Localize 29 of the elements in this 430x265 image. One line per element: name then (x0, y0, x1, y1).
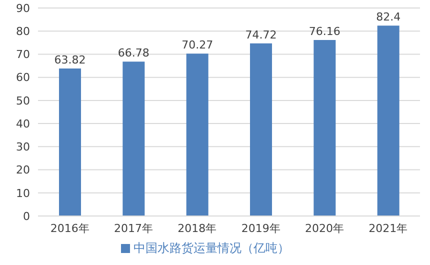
data-label: 70.27 (182, 38, 214, 52)
y-tick-label: 0 (23, 210, 30, 223)
y-tick-label: 20 (16, 164, 30, 177)
x-tick-label: 2021年 (368, 222, 408, 235)
x-tick-label: 2018年 (178, 222, 217, 235)
y-tick-label: 30 (16, 140, 30, 154)
y-tick-label: 90 (16, 2, 30, 15)
bar (377, 26, 400, 216)
bar (186, 54, 208, 216)
bar (250, 43, 272, 216)
bar (314, 40, 336, 216)
data-label: 82.4 (376, 10, 401, 24)
y-tick-label: 60 (16, 71, 30, 84)
data-label: 76.16 (308, 24, 340, 38)
x-tick-label: 2016年 (50, 222, 90, 235)
legend-label: 中国水路货运量情况（亿吨） (134, 241, 290, 255)
data-label: 66.78 (118, 46, 150, 60)
bar (59, 68, 81, 216)
x-tick-label: 2019年 (241, 222, 280, 235)
y-tick-label: 70 (16, 48, 30, 62)
y-tick-label: 50 (16, 94, 30, 108)
data-label: 63.82 (54, 54, 86, 67)
x-tick-label: 2017年 (114, 222, 153, 235)
bar (122, 62, 145, 216)
y-tick-label: 40 (16, 117, 30, 130)
data-label: 74.72 (245, 28, 277, 42)
y-tick-label: 10 (16, 186, 30, 200)
x-tick-label: 2020年 (305, 222, 344, 235)
y-tick-label: 80 (16, 25, 30, 38)
